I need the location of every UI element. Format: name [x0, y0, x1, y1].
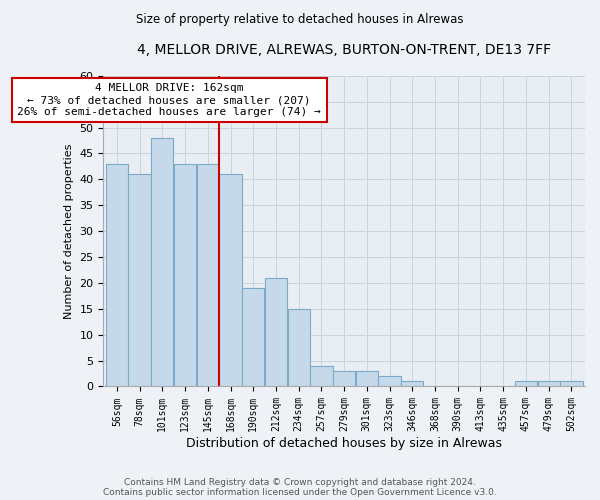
Bar — [128, 174, 151, 386]
Bar — [560, 382, 583, 386]
Text: Contains HM Land Registry data © Crown copyright and database right 2024.
Contai: Contains HM Land Registry data © Crown c… — [103, 478, 497, 497]
Bar — [151, 138, 173, 386]
Bar — [515, 382, 537, 386]
Bar — [106, 164, 128, 386]
Text: 4 MELLOR DRIVE: 162sqm
← 73% of detached houses are smaller (207)
26% of semi-de: 4 MELLOR DRIVE: 162sqm ← 73% of detached… — [17, 84, 321, 116]
Bar — [538, 382, 560, 386]
Title: 4, MELLOR DRIVE, ALREWAS, BURTON-ON-TRENT, DE13 7FF: 4, MELLOR DRIVE, ALREWAS, BURTON-ON-TREN… — [137, 42, 551, 56]
Y-axis label: Number of detached properties: Number of detached properties — [64, 144, 74, 319]
Bar — [174, 164, 196, 386]
Bar — [265, 278, 287, 386]
Text: Size of property relative to detached houses in Alrewas: Size of property relative to detached ho… — [136, 12, 464, 26]
Bar — [333, 371, 355, 386]
Bar — [356, 371, 378, 386]
Bar — [310, 366, 332, 386]
Bar — [401, 382, 424, 386]
Bar — [287, 309, 310, 386]
Bar — [220, 174, 242, 386]
Bar — [379, 376, 401, 386]
X-axis label: Distribution of detached houses by size in Alrewas: Distribution of detached houses by size … — [186, 437, 502, 450]
Bar — [197, 164, 219, 386]
Bar — [242, 288, 265, 386]
